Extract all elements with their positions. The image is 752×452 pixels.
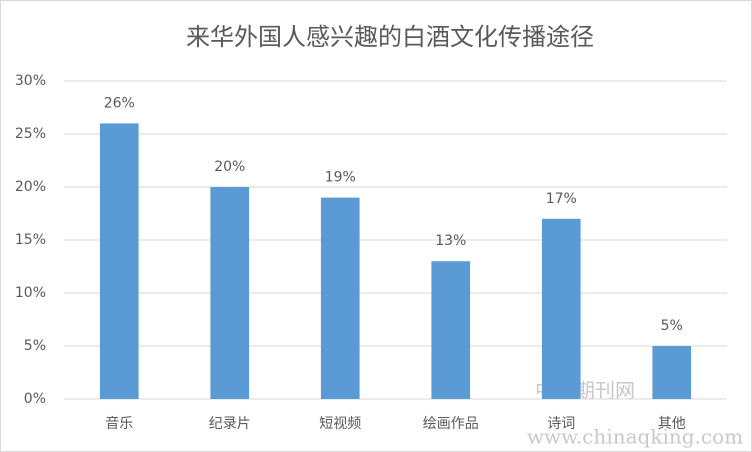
y-tick-label: 0% bbox=[24, 391, 46, 407]
bar bbox=[210, 187, 250, 399]
bar bbox=[541, 218, 581, 399]
data-label: 19% bbox=[325, 170, 356, 186]
y-tick-label: 15% bbox=[15, 232, 46, 248]
y-tick-label: 30% bbox=[15, 73, 46, 89]
x-tick-label: 其他 bbox=[658, 416, 686, 432]
data-label: 17% bbox=[546, 191, 577, 207]
y-tick-label: 25% bbox=[15, 126, 46, 142]
bar bbox=[652, 346, 692, 399]
watermark: www.chinaqking.com bbox=[527, 425, 743, 449]
y-tick-label: 20% bbox=[15, 179, 46, 195]
x-tick-label: 绘画作品 bbox=[423, 416, 479, 432]
y-tick-label: 5% bbox=[24, 338, 46, 354]
bar bbox=[99, 123, 139, 400]
data-label: 20% bbox=[214, 159, 245, 175]
bar bbox=[320, 197, 360, 399]
x-tick-label: 音乐 bbox=[105, 415, 133, 432]
x-tick-label: 诗词 bbox=[547, 416, 575, 432]
x-tick-label: 短视频 bbox=[319, 416, 361, 432]
chart-title: 来华外国人感兴趣的白酒文化传播途径 bbox=[186, 23, 594, 51]
x-tick-label: 纪录片 bbox=[209, 416, 251, 432]
bar bbox=[431, 261, 471, 399]
data-label: 13% bbox=[435, 233, 466, 249]
data-label: 5% bbox=[661, 318, 683, 334]
y-tick-label: 10% bbox=[15, 285, 46, 301]
data-label: 26% bbox=[104, 95, 135, 111]
